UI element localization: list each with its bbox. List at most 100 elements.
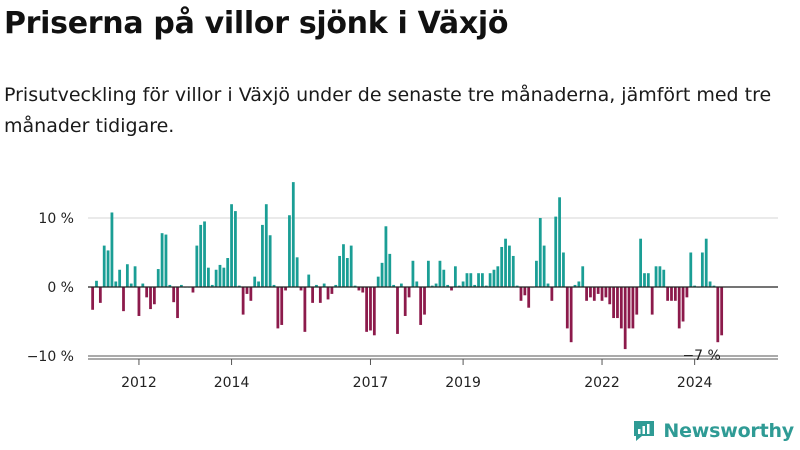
bar bbox=[643, 273, 646, 287]
bar bbox=[365, 287, 369, 332]
bar bbox=[442, 269, 446, 287]
bar bbox=[535, 260, 538, 287]
bar bbox=[295, 257, 299, 287]
bar bbox=[558, 197, 561, 287]
bar bbox=[623, 287, 627, 350]
bar bbox=[118, 269, 122, 287]
bar bbox=[508, 245, 511, 287]
bar bbox=[315, 284, 318, 287]
bar bbox=[465, 273, 469, 287]
bar bbox=[284, 287, 287, 291]
bar bbox=[658, 266, 662, 287]
bar bbox=[627, 287, 631, 329]
bar bbox=[156, 269, 160, 287]
bar bbox=[477, 273, 480, 287]
bar bbox=[461, 281, 465, 287]
bar bbox=[585, 287, 588, 301]
brand-name: Newsworthy bbox=[663, 420, 794, 442]
bar bbox=[546, 283, 550, 287]
bar bbox=[253, 276, 257, 287]
bar bbox=[380, 262, 384, 287]
brand-logo: Newsworthy bbox=[631, 418, 794, 444]
end-value-label: −7 % bbox=[682, 348, 720, 364]
bar bbox=[407, 287, 411, 298]
bar bbox=[673, 287, 677, 301]
bar bbox=[484, 285, 488, 287]
bar bbox=[430, 285, 434, 287]
x-tick-label: 2014 bbox=[214, 375, 250, 391]
bar bbox=[226, 258, 230, 287]
bar bbox=[95, 280, 98, 287]
bar bbox=[662, 269, 666, 287]
bar bbox=[168, 284, 172, 287]
bar bbox=[203, 221, 206, 287]
bar bbox=[230, 204, 233, 287]
bar bbox=[164, 234, 168, 287]
bar bbox=[670, 287, 673, 301]
bar bbox=[619, 287, 623, 329]
bar bbox=[141, 283, 145, 287]
bar bbox=[639, 238, 643, 287]
bar bbox=[399, 283, 403, 287]
bar bbox=[349, 245, 353, 287]
bar bbox=[137, 287, 141, 316]
bar bbox=[145, 287, 149, 298]
bar bbox=[693, 285, 697, 287]
bar bbox=[426, 260, 430, 287]
bar bbox=[612, 287, 615, 319]
x-tick-label: 2019 bbox=[445, 375, 481, 391]
bar bbox=[245, 287, 249, 294]
bar bbox=[334, 284, 338, 287]
bar bbox=[361, 287, 365, 293]
bar bbox=[149, 287, 152, 310]
bar bbox=[110, 212, 114, 287]
bar bbox=[515, 285, 519, 287]
bar bbox=[403, 287, 407, 316]
bar bbox=[280, 287, 284, 325]
bar bbox=[504, 238, 507, 287]
bar bbox=[423, 287, 426, 315]
x-tick-label: 2022 bbox=[584, 375, 620, 391]
bar bbox=[384, 226, 388, 287]
bar bbox=[453, 266, 457, 287]
bar bbox=[102, 245, 106, 287]
axes: 10 % 0 % −10 % 2012 2014 2017 2019 2022 2024 −7 % bbox=[27, 211, 778, 391]
bar bbox=[388, 253, 392, 287]
bar bbox=[392, 284, 396, 287]
bar bbox=[210, 284, 214, 287]
bar bbox=[207, 267, 210, 287]
bar bbox=[249, 287, 253, 301]
bar bbox=[716, 287, 720, 343]
bar bbox=[357, 287, 361, 291]
bar bbox=[446, 284, 450, 287]
x-tick-label: 2024 bbox=[677, 375, 713, 391]
bar bbox=[523, 287, 527, 296]
bar bbox=[685, 287, 689, 298]
bar bbox=[450, 287, 453, 291]
bar bbox=[353, 285, 357, 287]
bar bbox=[589, 287, 592, 298]
bar bbox=[172, 287, 176, 303]
bar bbox=[129, 283, 133, 287]
bar bbox=[303, 287, 307, 332]
bar bbox=[577, 281, 581, 287]
bar bbox=[152, 287, 156, 305]
bar bbox=[635, 287, 639, 315]
bar bbox=[376, 276, 380, 287]
bar bbox=[646, 273, 650, 287]
newsworthy-logo-icon bbox=[634, 421, 655, 441]
bar bbox=[689, 252, 693, 287]
bar bbox=[288, 215, 291, 287]
bar bbox=[681, 287, 685, 322]
bar bbox=[677, 287, 681, 329]
bar bbox=[133, 266, 137, 287]
bar bbox=[237, 285, 241, 287]
bar bbox=[415, 281, 419, 287]
bar bbox=[488, 273, 492, 287]
bar bbox=[241, 287, 245, 315]
bar bbox=[106, 250, 110, 287]
grid-lines bbox=[88, 217, 778, 357]
bar bbox=[538, 218, 542, 287]
bar bbox=[481, 273, 484, 287]
